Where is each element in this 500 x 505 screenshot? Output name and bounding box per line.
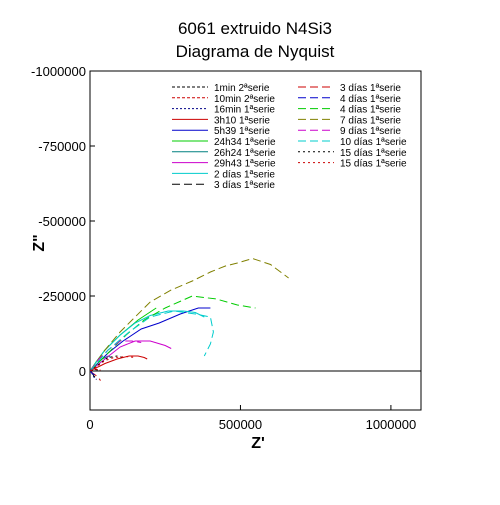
legend-label: 5h39 1ªserie: [214, 126, 270, 137]
x-tick-label: 0: [86, 417, 93, 432]
series-line: [90, 310, 214, 372]
legend-label: 29h43 1ªserie: [214, 159, 276, 170]
plot-frame: [89, 70, 422, 411]
y-tick-label: -250000: [38, 289, 86, 304]
legend-label: 3 días 1ªserie: [214, 180, 275, 191]
y-tick-label: -750000: [38, 139, 86, 154]
legend-label: 4 días 1ªserie: [340, 105, 401, 116]
legend-label: 10 días 1ªserie: [340, 137, 407, 148]
series-line: [90, 355, 148, 372]
legend-label: 26h24 1ªserie: [214, 148, 276, 159]
x-tick-label: 1000000: [366, 417, 417, 432]
legend-label: 7 días 1ªserie: [340, 115, 401, 126]
legend-label: 3 días 1ªserie: [340, 83, 401, 94]
chart-subtitle: Diagrama de Nyquist: [176, 42, 335, 61]
series-line: [90, 340, 142, 372]
legend-label: 4 días 1ªserie: [340, 94, 401, 105]
chart-title: 6061 extruido N4Si3: [178, 19, 332, 38]
series-line: [90, 370, 95, 376]
y-tick-label: -500000: [38, 214, 86, 229]
series-line: [90, 295, 256, 372]
series-line: [90, 340, 172, 372]
y-tick-label: 0: [79, 364, 86, 379]
y-axis-label: Z": [31, 234, 48, 251]
series-line: [90, 307, 211, 372]
legend-label: 15 días 1ªserie: [340, 148, 407, 159]
x-axis-label: Z': [251, 435, 265, 452]
legend-label: 2 días 1ªserie: [214, 169, 275, 180]
legend-label: 1min 2ªserie: [214, 83, 270, 94]
plot-area: 0 500000 1000000 -1000000 -750000 -500000 -250…: [31, 64, 422, 432]
legend-label: 15 días 1ªserie: [340, 159, 407, 170]
legend-label: 9 días 1ªserie: [340, 126, 401, 137]
legend-label: 3h10 1ªserie: [214, 115, 270, 126]
series-line: [90, 257, 289, 372]
x-tick-label: 500000: [219, 417, 262, 432]
series-line: [90, 310, 205, 372]
y-tick-label: -1000000: [31, 64, 86, 79]
legend-label: 10min 2ªserie: [214, 94, 275, 105]
legend-label: 24h34 1ªserie: [214, 137, 276, 148]
series-line: [90, 356, 136, 372]
legend-label: 16min 1ªserie: [214, 105, 275, 116]
